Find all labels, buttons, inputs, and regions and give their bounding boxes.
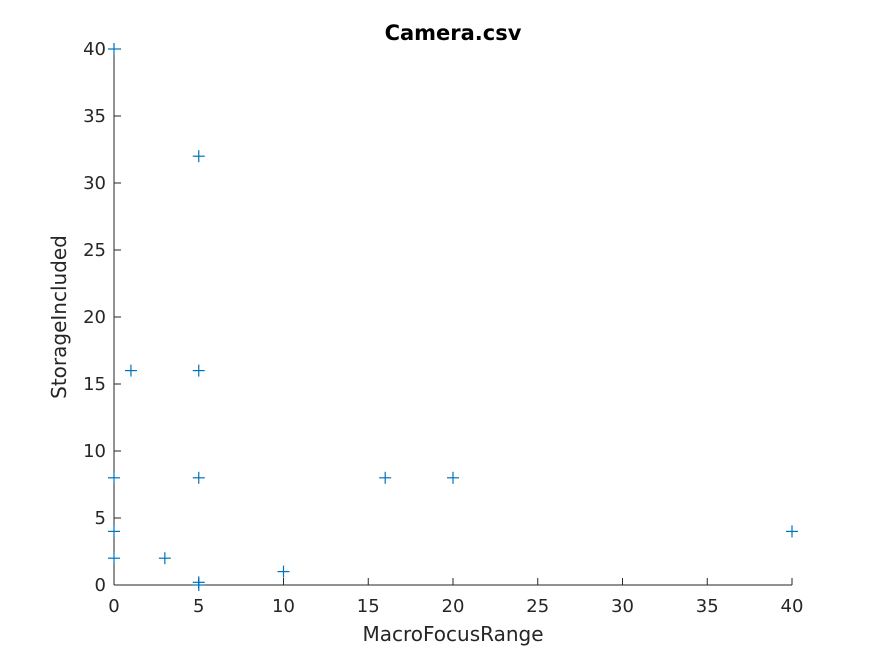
data-point: [192, 579, 205, 591]
y-axis-label: StorageIncluded: [47, 235, 71, 399]
data-point: [786, 525, 798, 538]
data-point: [108, 525, 120, 538]
x-tick-label: 5: [193, 596, 204, 617]
data-point: [108, 552, 120, 565]
data-point: [192, 471, 205, 484]
x-tick-label: 20: [442, 596, 465, 617]
data-point: [192, 364, 205, 377]
x-tick-label: 35: [696, 596, 719, 617]
data-point: [192, 150, 205, 163]
y-tick-label: 20: [83, 307, 106, 328]
data-point: [158, 552, 171, 565]
x-tick-label: 40: [781, 596, 804, 617]
y-tick-label: 35: [83, 106, 106, 127]
data-point: [447, 471, 459, 484]
y-tick-label: 0: [95, 575, 106, 596]
x-axis-label: MacroFocusRange: [362, 622, 543, 646]
x-tick-label: 25: [526, 596, 549, 617]
y-tick-label: 25: [83, 240, 106, 261]
data-points: [108, 43, 798, 591]
y-tick-label: 30: [83, 173, 106, 194]
ticks: 0 5 10 15 20 25 30 35 40 0 5 10 15 20 25 30 35 40: [83, 39, 803, 617]
x-tick-label: 30: [611, 596, 634, 617]
data-point: [108, 43, 120, 55]
data-point: [379, 471, 392, 484]
y-tick-label: 10: [83, 441, 106, 462]
x-tick-label: 0: [108, 596, 119, 617]
chart-title: Camera.csv: [385, 21, 522, 45]
x-tick-label: 10: [272, 596, 295, 617]
axes: [113, 49, 792, 586]
y-tick-label: 5: [95, 508, 106, 529]
data-point: [108, 471, 120, 484]
y-tick-label: 15: [83, 374, 106, 395]
data-point: [277, 565, 290, 578]
x-tick-label: 15: [357, 596, 380, 617]
y-tick-label: 40: [83, 39, 106, 60]
data-point: [124, 364, 137, 377]
